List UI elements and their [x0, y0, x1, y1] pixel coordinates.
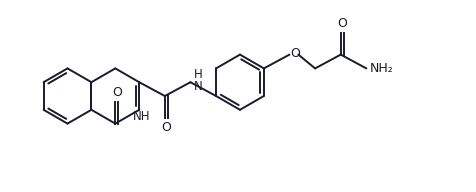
Text: H: H [193, 68, 202, 81]
Text: O: O [112, 86, 122, 99]
Text: NH: NH [133, 110, 151, 123]
Text: N: N [193, 80, 202, 93]
Text: O: O [337, 17, 347, 30]
Text: O: O [290, 47, 300, 60]
Text: O: O [161, 121, 171, 134]
Text: NH₂: NH₂ [369, 62, 393, 75]
